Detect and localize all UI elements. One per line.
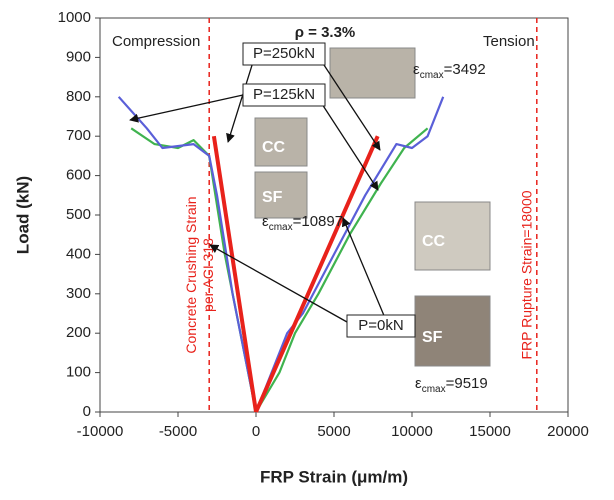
y-tick-label: 600 (66, 167, 91, 184)
reference-label: Concrete Crushing Strain (183, 196, 199, 353)
strain-label: εcmax=10897 (262, 213, 343, 233)
callout-box (242, 42, 326, 66)
y-tick-label: 0 (83, 403, 91, 420)
strain-symbol: ε (262, 213, 269, 230)
y-tick-label: 200 (66, 324, 91, 341)
x-tick-label: 5000 (317, 423, 350, 440)
rho-label: ρ = 3.3% (295, 24, 356, 41)
tension-label: Tension (483, 33, 535, 50)
strain-sub: cmax (422, 384, 446, 395)
x-axis-title: FRP Strain (μm/m) (260, 467, 408, 486)
strain-label: εcmax=3492 (413, 61, 486, 81)
callout-arrow (209, 244, 348, 323)
strain-text: =10897 (293, 213, 343, 230)
reference-label: FRP Rupture Strain=18000 (519, 190, 535, 359)
series-line (211, 135, 380, 413)
compression-label: Compression (112, 33, 200, 50)
x-tick-label: -10000 (77, 423, 124, 440)
x-tick-label: 10000 (391, 423, 433, 440)
callout-arrow (129, 94, 244, 123)
x-tick-label: 0 (252, 423, 260, 440)
photo-label: SF (422, 329, 443, 346)
callout-arrow (321, 103, 379, 191)
callout-arrow (321, 61, 381, 151)
callout-label: P=250kN (253, 45, 315, 62)
callout-label: P=0kN (358, 317, 403, 334)
y-tick-label: 900 (66, 48, 91, 65)
callout-arrow (226, 61, 254, 143)
x-tick-label: -5000 (159, 423, 197, 440)
callout-label: P=125kN (253, 86, 315, 103)
strain-text: =9519 (446, 375, 488, 392)
strain-symbol: ε (415, 375, 422, 392)
reference-label: per ACI 318 (200, 238, 216, 312)
y-tick-label: 400 (66, 245, 91, 262)
y-tick-label: 100 (66, 364, 91, 381)
callout-arrow (341, 217, 386, 319)
series-line (130, 127, 429, 413)
strain-symbol: ε (413, 61, 420, 78)
x-tick-label: 20000 (547, 423, 589, 440)
y-tick-label: 300 (66, 285, 91, 302)
strain-label: εcmax=9519 (415, 375, 488, 395)
y-tick-label: 500 (66, 206, 91, 223)
strain-sub: cmax (269, 222, 293, 233)
y-tick-label: 700 (66, 127, 91, 144)
y-axis-title: Load (kN) (13, 176, 32, 254)
callout-box (346, 314, 416, 338)
photos (254, 47, 491, 367)
photo-label: CC (262, 139, 286, 156)
photo-label: SF (262, 189, 283, 206)
callout-box (242, 83, 326, 107)
photo-label: CC (422, 233, 446, 250)
strain-sub: cmax (420, 70, 444, 81)
y-tick-label: 1000 (58, 9, 91, 26)
y-tick-label: 800 (66, 88, 91, 105)
x-tick-label: 15000 (469, 423, 511, 440)
strain-text: =3492 (444, 61, 486, 78)
